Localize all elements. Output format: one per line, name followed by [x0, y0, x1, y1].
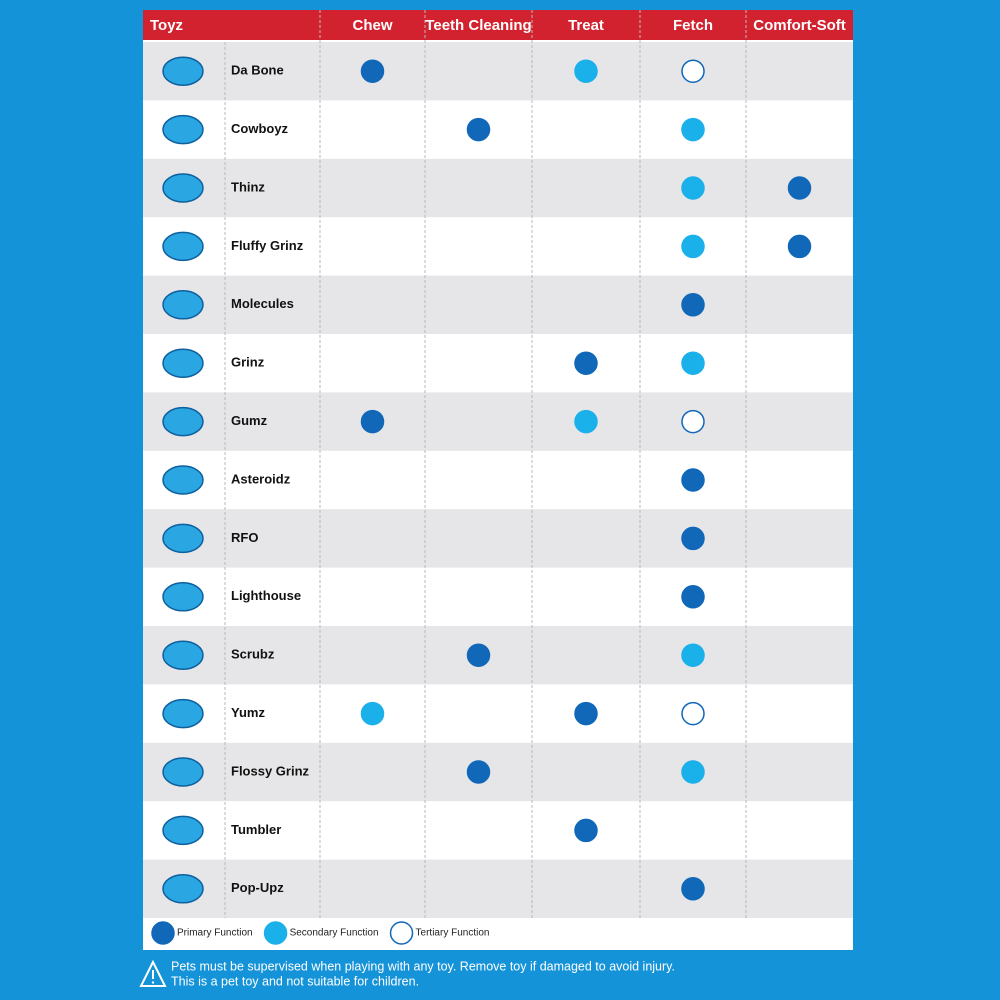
row-background: [143, 275, 853, 334]
function-dot: [681, 176, 705, 200]
toy-name: Fluffy Grinz: [231, 238, 304, 253]
column-header: Chew: [352, 17, 392, 34]
toy-icon: [162, 231, 204, 262]
toy-name: Da Bone: [231, 63, 284, 78]
function-dot: [574, 409, 598, 434]
toy-icon: [162, 406, 204, 437]
function-dot: [787, 176, 812, 200]
column-header: Comfort-Soft: [753, 17, 845, 34]
row-background: [143, 626, 853, 685]
function-dot: [681, 409, 705, 434]
header-bar: [143, 10, 853, 40]
function-dot: [787, 234, 812, 259]
function-dot: [681, 526, 705, 551]
toy-icon: [162, 114, 204, 145]
toy-icon: [162, 582, 204, 612]
function-dot: [681, 877, 705, 901]
toy-icon: [162, 56, 204, 86]
warning-text: Pets must be supervised when playing wit…: [171, 959, 675, 973]
legend-swatch: [263, 921, 288, 945]
function-dot: [681, 234, 705, 259]
row-background: [143, 742, 853, 802]
toy-name: Cowboyz: [231, 121, 289, 136]
toy-icon: [162, 640, 204, 670]
function-dot: [681, 117, 705, 142]
function-dot: [360, 59, 385, 83]
row-background: [143, 158, 853, 218]
toy-icon: [162, 815, 204, 846]
legend-swatch: [151, 921, 175, 945]
warning-text: This is a pet toy and not suitable for c…: [171, 974, 419, 988]
toy-name: Asteroidz: [231, 471, 291, 486]
column-header: Treat: [568, 17, 604, 34]
toy-name: Gumz: [231, 413, 268, 428]
function-dot: [681, 760, 705, 784]
toy-icon: [162, 523, 204, 554]
row-background: [143, 42, 853, 101]
row-background: [143, 392, 853, 451]
function-dot: [466, 760, 491, 784]
legend-swatch: [389, 921, 414, 945]
toy-name: RFO: [231, 530, 258, 545]
function-dot: [681, 351, 705, 375]
function-dot: [681, 585, 705, 609]
legend-label: Secondary Function: [290, 928, 379, 939]
function-dot: [360, 409, 385, 434]
toy-icon: [162, 290, 204, 320]
function-dot: [360, 701, 385, 726]
row-background: [143, 859, 853, 918]
function-dot: [466, 117, 491, 142]
toy-name: Flossy Grinz: [231, 763, 310, 778]
toy-name: Thinz: [231, 179, 265, 194]
toy-name: Pop-Upz: [231, 880, 284, 895]
legend-label: Primary Function: [177, 928, 253, 939]
toy-icon: [162, 698, 204, 729]
toy-name: Yumz: [231, 705, 265, 720]
function-dot: [681, 468, 705, 492]
row-background: [143, 509, 853, 568]
function-dot: [574, 701, 598, 726]
toy-name: Tumbler: [231, 822, 281, 837]
function-dot: [574, 351, 598, 375]
function-dot: [681, 701, 705, 726]
function-dot: [681, 59, 705, 83]
column-header: Toyz: [150, 17, 183, 34]
toy-icon: [162, 348, 204, 378]
toy-icon: [162, 465, 204, 495]
toy-name: Scrubz: [231, 647, 275, 662]
toy-name: Lighthouse: [231, 588, 301, 603]
column-header: Teeth Cleaning: [425, 17, 531, 34]
legend-label: Tertiary Function: [416, 928, 490, 939]
toy-icon: [162, 173, 204, 203]
function-dot: [574, 59, 598, 83]
toy-name: Grinz: [231, 355, 265, 370]
function-dot: [681, 643, 705, 667]
function-dot: [466, 643, 491, 667]
toy-icon: [162, 874, 204, 904]
column-header: Fetch: [673, 17, 713, 34]
toy-name: Molecules: [231, 296, 294, 311]
function-dot: [681, 293, 705, 317]
function-dot: [574, 818, 598, 843]
toy-icon: [162, 757, 204, 787]
warning-icon: [139, 959, 167, 987]
